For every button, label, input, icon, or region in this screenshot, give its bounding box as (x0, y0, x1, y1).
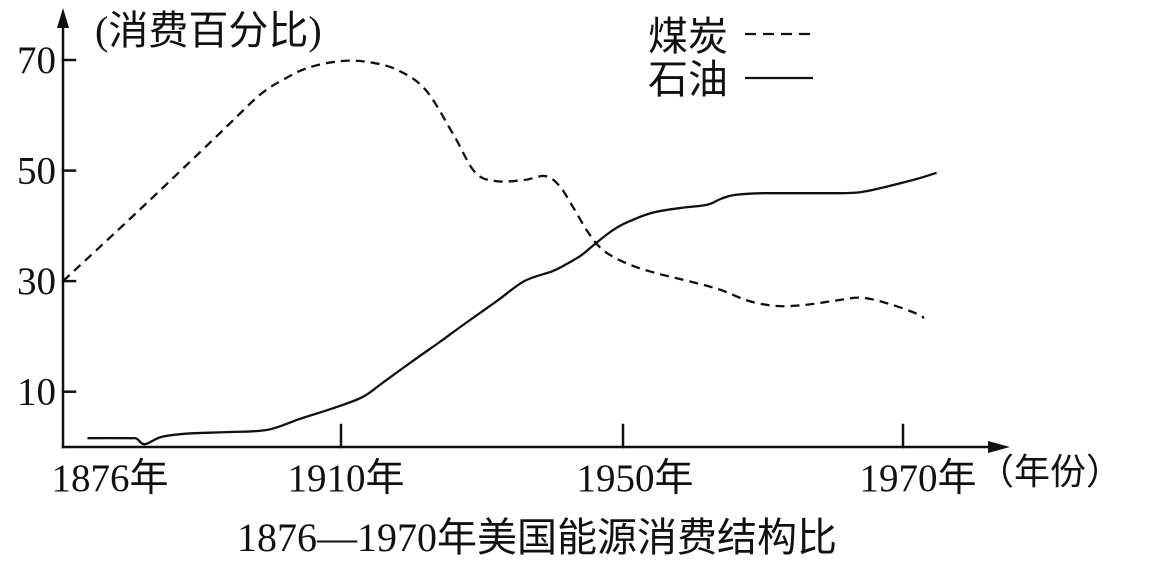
x-tick-label: 1970年 (859, 457, 976, 500)
x-tick-label: 1876年 (51, 457, 168, 500)
tick-marks (61, 58, 905, 449)
y-tick-label: 50 (17, 150, 56, 193)
y-tick-label: 10 (17, 371, 56, 414)
y-tick-label: 70 (17, 39, 56, 82)
x-axis-arrow (988, 441, 1010, 453)
legend-label: 煤炭 (648, 14, 728, 59)
chart-title: 1876—1970年美国能源消费结构比 (237, 515, 837, 560)
x-tick-label: 1910年 (287, 457, 404, 500)
y-axis-arrow (57, 8, 69, 28)
y-axis-label: (消费百分比) (95, 8, 322, 53)
series-group (62, 59, 937, 446)
series-line-1 (62, 59, 925, 320)
y-tick-label: 30 (17, 260, 56, 303)
legend-label: 石油 (648, 57, 728, 102)
series-line-2 (87, 171, 937, 446)
x-tick-label: 1950年 (576, 457, 693, 500)
legend: 煤炭 石油 (648, 14, 815, 102)
x-axis-label: （年份） (978, 452, 1122, 492)
